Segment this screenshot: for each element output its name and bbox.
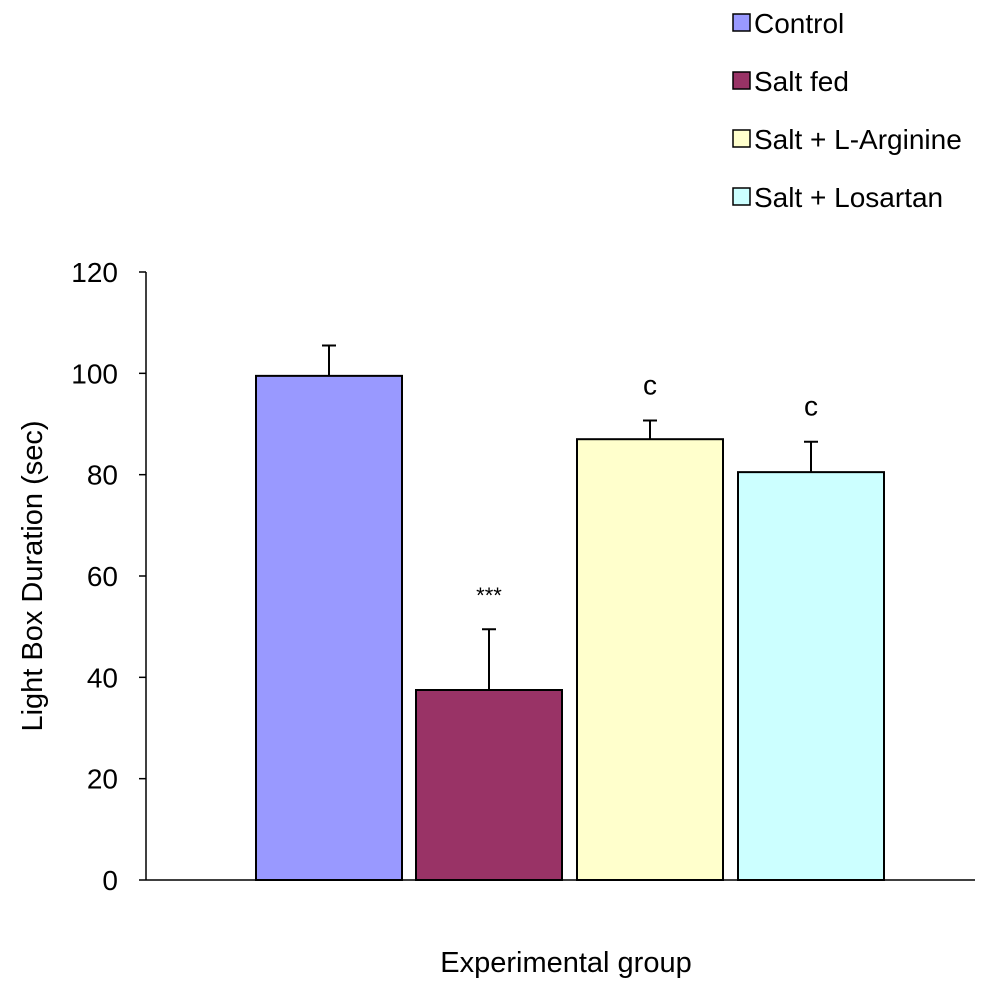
y-tick-label: 120: [71, 257, 118, 288]
annotation-salt-l-arginine: c: [643, 369, 657, 400]
y-tick-label: 60: [87, 561, 118, 592]
y-axis: 0 20 40 60 80 100 120: [71, 257, 147, 896]
annotations: *** c c: [476, 369, 818, 608]
legend-swatch-salt-fed: [732, 71, 751, 90]
error-bars: [322, 344, 818, 690]
error-bar-salt-l-arginine: [643, 419, 657, 440]
bar-salt-l-arginine: [576, 438, 724, 881]
bar-salt-fed: [415, 689, 563, 881]
error-bar-salt-losartan: [804, 440, 818, 473]
legend-label-salt-losartan: Salt + Losartan: [754, 182, 943, 213]
y-tick-label: 40: [87, 662, 118, 693]
legend-label-salt-l-arginine: Salt + L-Arginine: [754, 124, 962, 155]
y-tick-label: 0: [102, 865, 118, 896]
annotation-salt-losartan: c: [804, 391, 818, 422]
error-bar-control: [322, 344, 336, 376]
x-axis-title: Experimental group: [440, 947, 691, 979]
bars: [255, 374, 885, 881]
bar-control: [255, 374, 403, 881]
y-tick-label: 20: [87, 764, 118, 795]
y-axis-title: Light Box Duration (sec): [17, 420, 49, 731]
error-bar-salt-fed: [482, 628, 496, 690]
bar-salt-losartan: [737, 471, 885, 881]
y-tick-label: 100: [71, 358, 118, 389]
legend-swatch-salt-l-arginine: [732, 129, 751, 148]
legend: Control Salt fed Salt + L-Arginine Salt …: [732, 8, 962, 213]
legend-label-salt-fed: Salt fed: [754, 66, 849, 97]
legend-swatch-salt-losartan: [732, 187, 751, 206]
annotation-salt-fed: ***: [476, 583, 502, 608]
y-tick-label: 80: [87, 460, 118, 491]
legend-swatch-control: [732, 13, 751, 32]
legend-label-control: Control: [754, 8, 844, 39]
